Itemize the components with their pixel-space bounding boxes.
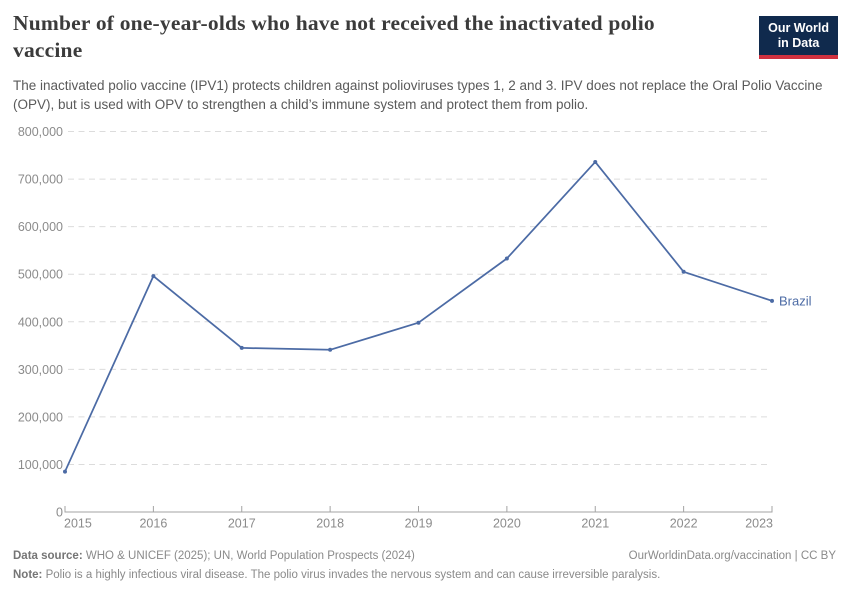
chart-subtitle: The inactivated polio vaccine (IPV1) pro…	[13, 78, 823, 112]
data-point	[328, 347, 333, 352]
x-axis-label: 2017	[228, 517, 256, 531]
y-axis-label: 300,000	[18, 363, 63, 377]
data-point	[681, 269, 686, 274]
y-axis-label: 100,000	[18, 458, 63, 472]
page-title: Number of one-year-olds who have not rec…	[13, 11, 655, 62]
logo-text-line1: Our World	[768, 21, 829, 35]
data-point	[504, 256, 509, 261]
attribution: OurWorldinData.org/vaccination | CC BY	[629, 547, 836, 566]
data-source-value: WHO & UNICEF (2025); UN, World Populatio…	[85, 550, 415, 562]
data-point	[593, 159, 598, 164]
attribution-link: OurWorldinData.org/vaccination	[628, 550, 792, 562]
note-value: Polio is a highly infectious viral disea…	[45, 569, 661, 581]
x-axis-label: 2023	[745, 517, 773, 531]
chart-footer: Data source: WHO & UNICEF (2025); UN, Wo…	[13, 547, 836, 585]
x-axis-label: 2021	[581, 517, 609, 531]
x-axis-label: 2019	[405, 517, 433, 531]
x-axis-label: 2016	[139, 517, 167, 531]
data-point	[151, 274, 156, 279]
owid-logo: Our World in Data	[759, 16, 838, 59]
data-line	[64, 161, 773, 472]
x-axis-label: 2020	[493, 517, 521, 531]
x-axis-label: 2015	[64, 517, 92, 531]
data-point	[416, 320, 421, 325]
y-axis-label: 500,000	[18, 268, 63, 282]
footer-note: Note: Polio is a highly infectious viral…	[13, 566, 836, 585]
series-label: Brazil	[779, 293, 812, 308]
attribution-license: CC BY	[800, 550, 836, 562]
y-axis-label: 0	[56, 506, 63, 520]
note-label: Note:	[13, 569, 43, 581]
y-axis-label: 800,000	[18, 125, 63, 139]
data-point	[239, 345, 244, 350]
y-axis-label: 700,000	[18, 173, 63, 187]
data-point	[63, 469, 67, 474]
x-axis-label: 2022	[670, 517, 698, 531]
y-axis-label: 200,000	[18, 410, 63, 424]
data-point	[770, 298, 774, 303]
data-source: Data source: WHO & UNICEF (2025); UN, Wo…	[13, 547, 415, 566]
logo-text-line2: in Data	[777, 36, 820, 50]
data-source-label: Data source:	[13, 550, 83, 562]
y-axis-label: 400,000	[18, 315, 63, 329]
attribution-separator: |	[794, 550, 798, 562]
y-axis-label: 600,000	[18, 220, 63, 234]
x-axis-label: 2018	[316, 517, 344, 531]
